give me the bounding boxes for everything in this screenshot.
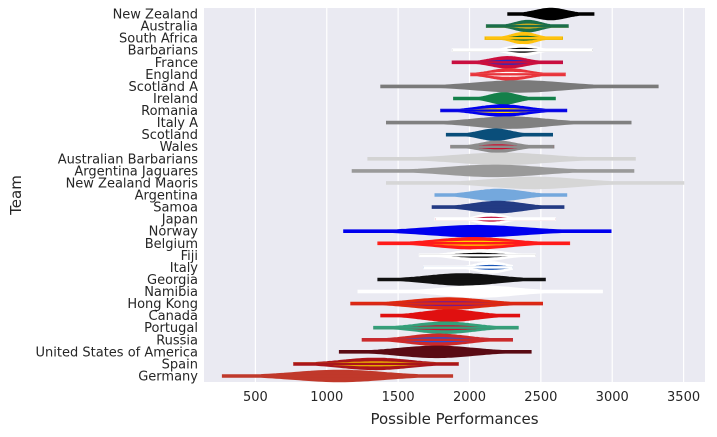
y-tick-label: Hong Kong xyxy=(127,297,198,312)
y-tick-label: Russia xyxy=(156,333,198,348)
violin-france xyxy=(451,55,563,69)
y-tick-label: Italy xyxy=(170,261,199,276)
violin-germany xyxy=(221,369,454,383)
violin-russia xyxy=(361,333,513,346)
y-tick-label: Norway xyxy=(149,225,199,240)
violin-scotland-a xyxy=(380,80,659,93)
y-tick-label: Argentina xyxy=(135,189,198,204)
violin-united-states-of-america xyxy=(338,345,532,359)
y-tick-label: Italy A xyxy=(157,116,198,131)
violin-australia xyxy=(485,19,569,33)
y-tick-label: Belgium xyxy=(145,237,198,252)
y-tick-label: Australia xyxy=(140,20,198,35)
y-tick-label: Romania xyxy=(141,104,198,119)
x-tick-label: 1000 xyxy=(310,390,343,405)
violin-japan xyxy=(434,212,556,226)
x-axis-label: Possible Performances xyxy=(370,410,538,428)
gridlines xyxy=(254,8,685,382)
violin-canada xyxy=(380,309,521,322)
violin-australian-barbarians xyxy=(367,152,636,166)
violin-barbarians xyxy=(451,43,593,57)
y-tick-label: England xyxy=(145,68,198,83)
violin-italy xyxy=(423,261,513,274)
y-tick-label: France xyxy=(155,56,198,71)
violin-wales xyxy=(450,140,555,153)
violin-fiji xyxy=(418,249,536,262)
x-tick-label: 500 xyxy=(243,390,268,405)
y-tick-label: Australian Barbarians xyxy=(58,152,198,167)
violin-romania xyxy=(440,104,568,117)
x-tick-label: 2500 xyxy=(524,390,557,405)
y-tick-label: Scotland A xyxy=(128,80,198,95)
y-tick-label: Japan xyxy=(161,213,198,228)
x-tick-label: 3500 xyxy=(667,390,700,405)
y-tick-label: New Zealand xyxy=(113,8,198,23)
violin-scotland xyxy=(445,128,553,141)
y-tick-label: New Zealand Maoris xyxy=(66,176,199,191)
violin-argentina-jaguares xyxy=(351,164,635,178)
y-tick-label: Scotland xyxy=(141,128,198,143)
y-tick-label: Samoa xyxy=(153,201,198,216)
violin-england xyxy=(470,68,566,81)
violin-new-zealand xyxy=(507,7,595,21)
x-tick-label: 2000 xyxy=(453,390,486,405)
y-tick-label: Argentina Jaguares xyxy=(74,164,198,179)
x-tick-labels: 500 1000 1500 2000 2500 3000 3500 xyxy=(243,390,700,405)
y-tick-label: Georgia xyxy=(147,273,198,288)
violin-namibia xyxy=(357,285,603,298)
y-axis-label: Team xyxy=(7,175,25,216)
y-tick-label: Spain xyxy=(162,357,198,372)
violin-samoa xyxy=(431,200,565,214)
x-tick-label: 1500 xyxy=(382,390,415,405)
y-tick-label: Portugal xyxy=(144,321,198,336)
y-tick-label: Germany xyxy=(138,369,198,384)
violin-norway xyxy=(343,224,612,238)
y-tick-label: Ireland xyxy=(153,92,198,107)
x-tick-label: 3000 xyxy=(596,390,629,405)
violins xyxy=(221,7,685,383)
violin-ireland xyxy=(453,92,556,105)
violin-new-zealand-maoris xyxy=(386,176,685,190)
violin-georgia xyxy=(377,273,546,286)
violin-hong-kong xyxy=(350,297,543,310)
y-tick-label: Fiji xyxy=(181,249,198,264)
y-tick-label: South Africa xyxy=(119,32,198,47)
violin-portugal xyxy=(373,321,519,335)
y-tick-label: Barbarians xyxy=(128,44,199,59)
y-tick-label: Namibia xyxy=(144,285,198,300)
violin-belgium xyxy=(377,237,571,250)
violin-italy-a xyxy=(386,116,632,129)
violin-argentina xyxy=(434,188,568,202)
y-tick-label: Wales xyxy=(160,140,199,155)
violin-spain xyxy=(293,357,459,371)
y-tick-label: Canada xyxy=(149,309,198,324)
y-tick-label: United States of America xyxy=(36,345,198,360)
violin-south-africa xyxy=(484,31,563,45)
